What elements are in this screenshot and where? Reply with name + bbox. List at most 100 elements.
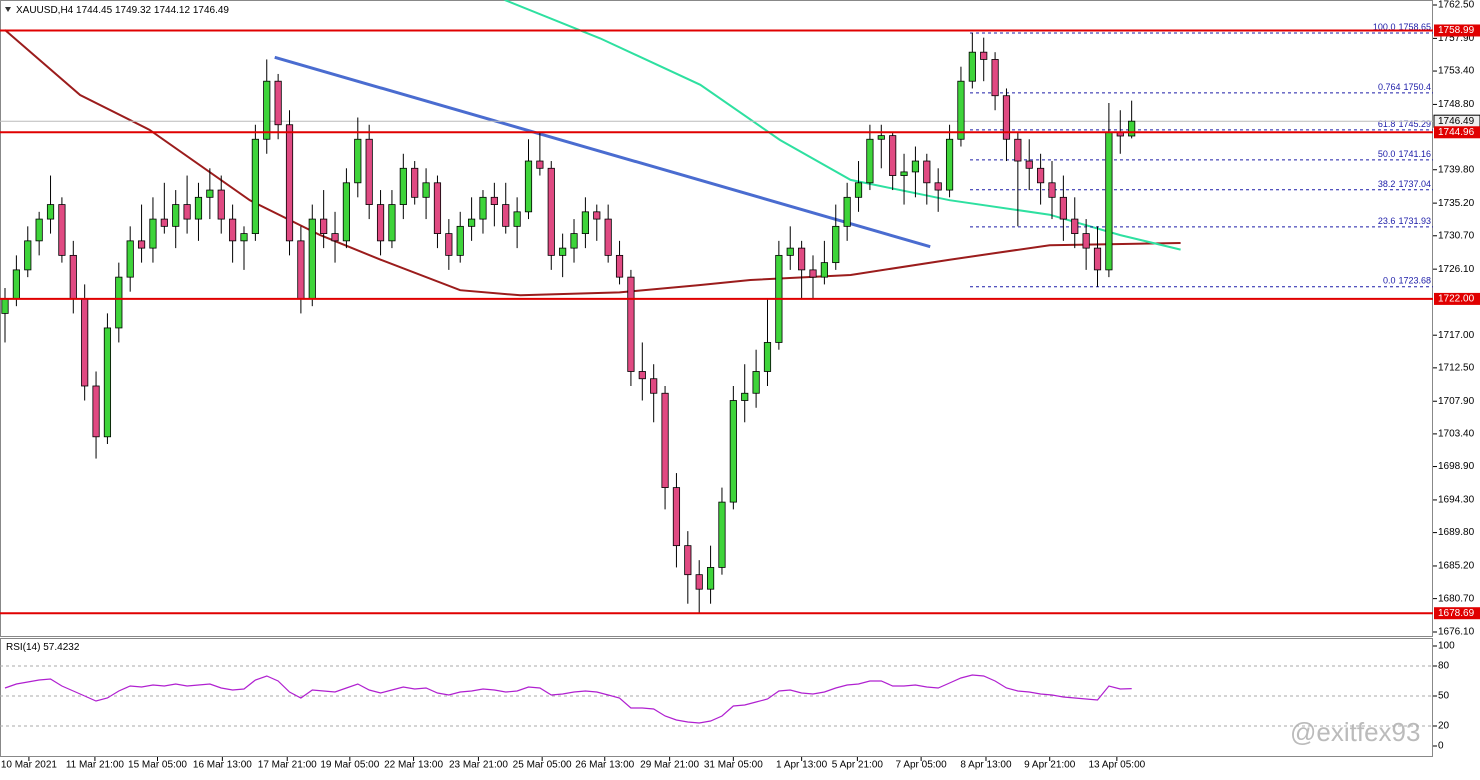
candle-body [1128,120,1136,137]
candle-body [581,211,589,235]
y-tick-label: 0 [1438,741,1444,752]
candle-body [69,254,77,300]
candle-body [160,218,168,227]
candle-body [58,204,66,256]
candle-body [342,182,351,242]
candle-body [718,501,726,568]
candle-body [445,233,453,256]
y-tick-label: 1698.90 [1438,461,1475,472]
y-tick-label: 1717.00 [1438,330,1475,341]
candle-body [422,182,430,198]
y-tick-label: 20 [1438,721,1450,732]
fib-ratio: 0.764 [1378,82,1401,92]
y-tick-label: 1739.80 [1438,164,1475,175]
fib-price: 1731.93 [1398,216,1431,226]
candle-body [934,182,942,191]
symbol: XAUUSD,H4 [16,5,74,16]
candle-body [889,135,897,176]
low: 1744.12 [154,5,191,16]
x-tick-label: 7 Apr 05:00 [896,760,948,771]
candle-body [490,196,498,205]
candle-body [695,574,703,590]
candle-body [274,80,282,126]
x-tick-label: 31 Mar 05:00 [704,760,763,771]
x-tick-label: 26 Mar 13:00 [575,760,634,771]
candle-body [411,167,419,198]
x-tick-label: 22 Mar 13:00 [384,760,443,771]
candle-body [877,135,885,140]
candle-body [968,51,976,82]
candle-body [251,138,259,235]
candle-body [866,138,874,184]
candle-body [911,160,920,173]
x-tick-label: 1 Apr 13:00 [776,760,828,771]
x-tick-label: 23 Mar 21:00 [449,760,508,771]
y-tick-label: 1689.80 [1438,527,1475,538]
x-tick-label: 16 Mar 13:00 [193,760,252,771]
candle-body [126,240,134,278]
candle-body [593,211,601,220]
trendline [274,55,931,249]
candle-body [137,240,146,249]
candle-body [798,247,806,271]
candle-body [684,545,692,576]
candle-body [433,182,442,235]
candle-body [627,276,635,372]
x-tick-label: 15 Mar 05:00 [128,760,187,771]
x-tick-label: 8 Apr 13:00 [960,760,1012,771]
candle-body [1093,247,1102,271]
candle-body [285,124,294,242]
y-tick-label: 1730.70 [1438,230,1475,241]
level-label: 1744.96 [1438,127,1475,138]
close: 1746.49 [193,5,230,16]
candle-body [957,80,965,140]
moving-average [504,0,1181,251]
fib-label: 0.764 1750.4 [1378,82,1431,92]
fib-ratio: 100.0 [1373,22,1396,32]
candle-body [991,59,999,97]
fib-label: 0.0 1723.68 [1383,276,1431,286]
y-tick-label: 1726.10 [1438,264,1475,275]
x-tick-label: 19 Mar 05:00 [320,760,379,771]
y-tick-label: 1753.40 [1438,66,1475,77]
candle-body [229,218,237,242]
candle-body [945,138,954,191]
candle-body [115,276,123,329]
rsi-header: RSI(14) 57.4232 [6,642,80,653]
fib-price: 1745.29 [1398,119,1431,129]
candle-body [1002,95,1011,140]
candle-body [263,80,271,140]
rsi-panel [0,638,1433,757]
y-tick-label: 1735.20 [1438,198,1475,209]
level-box [1434,292,1480,305]
candle-body [388,204,396,242]
candle-body [24,240,32,271]
candle-body [81,298,89,387]
moving-average [4,29,1181,297]
candle-body [729,400,737,503]
candle-body [194,196,203,220]
y-tick-label: 1707.90 [1438,396,1475,407]
menu-arrow [5,7,11,12]
candle-body [547,167,555,256]
level-box [1434,607,1480,620]
candle-body [638,371,646,380]
fib-price: 1750.4 [1403,82,1431,92]
candle-body [706,567,715,590]
y-tick-label: 1685.20 [1438,561,1475,572]
fib-label: 38.2 1737.04 [1378,179,1431,189]
y-tick-label: 1694.30 [1438,495,1475,506]
y-tick-label: 1676.10 [1438,627,1475,638]
candle-body [46,204,55,220]
level-label: 1678.69 [1438,608,1475,619]
candle-body [103,327,112,438]
fib-price: 1741.16 [1398,149,1431,159]
candle-body [35,218,43,242]
candle-body [1025,160,1033,169]
x-tick-label: 25 Mar 05:00 [513,760,572,771]
candle-body [559,247,567,256]
fib-label: 61.8 1745.29 [1378,119,1431,129]
fib-ratio: 50.0 [1378,149,1396,159]
candle-body [604,218,612,256]
x-tick-label: 5 Apr 21:00 [832,760,884,771]
